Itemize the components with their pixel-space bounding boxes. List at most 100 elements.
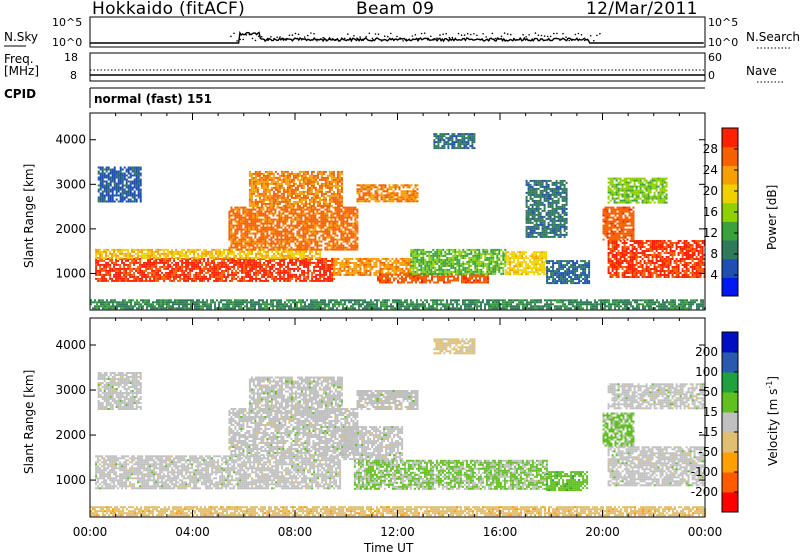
nsearch-dot bbox=[430, 36, 432, 38]
nsearch-dot bbox=[372, 38, 374, 40]
colorbar-tick-label: 12 bbox=[703, 226, 718, 240]
nsky-trace bbox=[90, 33, 704, 44]
nsearch-dot bbox=[427, 39, 429, 41]
velocity-region bbox=[228, 408, 358, 456]
nsearch-dot bbox=[310, 32, 312, 34]
nsearch-dot bbox=[467, 33, 469, 35]
nsearch-dot bbox=[273, 38, 275, 40]
nsearch-dot bbox=[409, 38, 411, 40]
nsearch-dot bbox=[547, 36, 549, 38]
power-region bbox=[357, 184, 419, 202]
colorbar-tick-label: 200 bbox=[695, 345, 718, 359]
nsearch-dot bbox=[488, 40, 490, 42]
nsearch-dot bbox=[522, 34, 524, 36]
nsearch-dot bbox=[384, 35, 386, 37]
x-tick-label: 08:00 bbox=[278, 525, 313, 539]
colorbar-swatch bbox=[722, 147, 738, 166]
power-region bbox=[333, 258, 411, 276]
colorbar-tick-label: -100 bbox=[691, 465, 718, 479]
nsearch-dot bbox=[276, 36, 278, 38]
velocity-region bbox=[341, 426, 403, 460]
colorbar-tick-label: 8 bbox=[710, 247, 718, 261]
velocity-colorbar bbox=[722, 332, 738, 513]
power-region bbox=[608, 240, 706, 278]
nsearch-dot bbox=[593, 40, 595, 42]
nsearch-dot bbox=[498, 38, 500, 40]
nsearch-dot bbox=[544, 35, 546, 37]
velocity-region bbox=[433, 338, 475, 354]
colorbar-tick-label: 16 bbox=[703, 205, 718, 219]
power-heatmap bbox=[90, 133, 706, 309]
velocity-region bbox=[354, 460, 548, 490]
nsearch-dot bbox=[236, 40, 238, 42]
nsearch-dot bbox=[279, 36, 281, 38]
nsearch-dot bbox=[559, 39, 561, 41]
power-region bbox=[410, 249, 506, 275]
nsearch-dot bbox=[479, 39, 481, 41]
nsearch-dot bbox=[381, 40, 383, 42]
nsearch-dot bbox=[525, 36, 527, 38]
nsearch-dot bbox=[298, 34, 300, 36]
colorbar-swatch bbox=[722, 492, 738, 513]
x-tick-label: 00:00 bbox=[73, 525, 108, 539]
power-region bbox=[603, 207, 635, 241]
velocity-region bbox=[608, 383, 706, 409]
velocity-region bbox=[98, 372, 142, 410]
nsearch-dot bbox=[332, 38, 334, 40]
nsearch-dot bbox=[267, 38, 269, 40]
x-tick-label: 00:00 bbox=[688, 525, 723, 539]
x-tick-label: 20:00 bbox=[585, 525, 620, 539]
nsearch-dot bbox=[369, 33, 371, 35]
colorbar-tick-label: 20 bbox=[703, 184, 718, 198]
x-tick-label: 16:00 bbox=[483, 525, 518, 539]
colorbar-swatch bbox=[722, 372, 738, 393]
velocity-region bbox=[357, 390, 419, 410]
nsearch-dot bbox=[575, 34, 577, 36]
nsearch-dot bbox=[344, 38, 346, 40]
nsearch-dot bbox=[495, 38, 497, 40]
nsearch-dot bbox=[562, 33, 564, 35]
y-tick-label: 1000 bbox=[55, 473, 86, 487]
nsky-line bbox=[90, 33, 704, 44]
nsearch-dot bbox=[264, 40, 266, 42]
nsearch-dot bbox=[230, 36, 232, 38]
colorbar-swatch bbox=[722, 472, 738, 493]
nsearch-dot bbox=[519, 37, 521, 39]
nsearch-dot bbox=[329, 39, 331, 41]
power-region bbox=[95, 258, 335, 282]
nsearch-dot bbox=[365, 36, 367, 38]
nsearch-dot bbox=[347, 33, 349, 35]
nsearch-dot bbox=[516, 39, 518, 41]
nsearch-dot bbox=[313, 33, 315, 35]
nsearch-dot bbox=[553, 33, 555, 35]
nsearch-dot bbox=[442, 33, 444, 35]
velocity-region bbox=[249, 377, 343, 409]
nsearch-dot bbox=[528, 34, 530, 36]
nsearch-dot bbox=[445, 33, 447, 35]
nsearch-dot bbox=[282, 38, 284, 40]
nsearch-dot bbox=[286, 38, 288, 40]
nsearch-dot bbox=[581, 34, 583, 36]
nsearch-dot bbox=[415, 34, 417, 36]
colorbar-swatch bbox=[722, 221, 738, 240]
nsearch-dot bbox=[270, 36, 272, 38]
colorbar-tick-label: 28 bbox=[703, 142, 718, 156]
power-region bbox=[98, 167, 142, 203]
nsearch-dot bbox=[476, 35, 478, 37]
colorbar-tick-label: 15 bbox=[703, 405, 718, 419]
power-region bbox=[433, 133, 475, 149]
nsearch-dot bbox=[316, 40, 318, 42]
x-tick-label: 12:00 bbox=[380, 525, 415, 539]
nsearch-dot bbox=[470, 34, 472, 36]
velocity-region bbox=[546, 471, 588, 491]
nsearch-dot bbox=[239, 39, 241, 41]
nsearch-dot bbox=[433, 39, 435, 41]
colorbar-tick-label: -200 bbox=[691, 485, 718, 499]
power-region bbox=[228, 207, 358, 251]
y-tick-label: 4000 bbox=[55, 133, 86, 147]
power-region bbox=[526, 180, 568, 238]
nsearch-dot bbox=[326, 40, 328, 42]
nsearch-dot bbox=[261, 36, 263, 38]
